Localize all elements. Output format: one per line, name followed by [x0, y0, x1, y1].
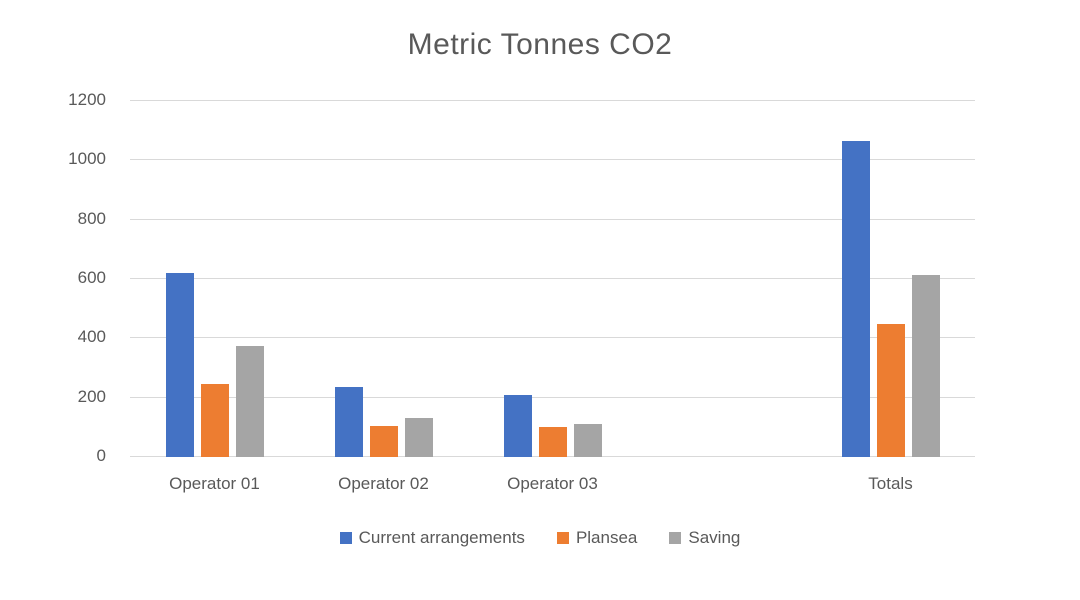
bar-group-operator-02: [299, 101, 468, 457]
bar-current-arrangements-operator-02: [334, 387, 363, 457]
y-tick-label-600: 600: [77, 268, 106, 287]
x-category-label-operator-02: Operator 02: [338, 474, 429, 493]
bar-plansea-totals: [876, 323, 905, 457]
x-category-label-totals: Totals: [868, 474, 913, 493]
legend-item-current-arrangements: Current arrangements: [339, 528, 525, 548]
bar-plansea-operator-01: [200, 384, 229, 457]
y-tick-label-1000: 1000: [68, 149, 106, 169]
gridline-400: [130, 337, 975, 339]
bar-current-arrangements-totals: [841, 141, 870, 457]
bar-current-arrangements-operator-01: [165, 273, 194, 457]
y-axis: 0 200 400 600 800 1000 1200: [30, 91, 106, 465]
bar-plansea-operator-03: [538, 427, 567, 457]
legend-swatch-icon: [669, 532, 682, 544]
bar-saving-operator-01: [235, 345, 264, 457]
y-tick-label-200: 200: [77, 386, 106, 406]
legend-label: Current arrangements: [358, 528, 525, 547]
legend: Current arrangements Plansea Saving: [0, 528, 1080, 548]
plot-area: [130, 100, 975, 457]
gridline-600: [130, 278, 975, 279]
legend-item-plansea: Plansea: [556, 528, 638, 548]
gridline-200: [130, 396, 975, 398]
bar-saving-operator-02: [404, 418, 433, 457]
bar-group-operator-01: [130, 101, 299, 457]
legend-swatch-icon: [556, 532, 569, 544]
y-tick-label-1200: 1200: [68, 90, 106, 109]
y-tick-label-800: 800: [77, 208, 106, 228]
legend-label: Saving: [688, 528, 741, 547]
legend-swatch-icon: [339, 532, 352, 544]
bar-group-operator-03: [468, 101, 637, 457]
x-category-label-operator-03: Operator 03: [507, 474, 598, 493]
gridline-1000: [130, 159, 975, 161]
legend-label: Plansea: [575, 528, 638, 547]
legend-item-saving: Saving: [669, 528, 740, 548]
x-axis: Operator 01 Operator 02 Operator 03 Totals: [130, 471, 975, 497]
bar-plansea-operator-02: [369, 425, 398, 457]
y-tick-label-0: 0: [96, 446, 106, 465]
bar-saving-totals: [911, 274, 940, 457]
y-tick-label-400: 400: [77, 327, 106, 347]
bar-current-arrangements-operator-03: [503, 394, 532, 457]
gridline-1200: [130, 100, 975, 101]
chart-title: Metric Tonnes CO2: [407, 28, 673, 61]
x-category-label-operator-01: Operator 01: [169, 474, 260, 493]
bar-group-totals: [806, 101, 975, 457]
gridline-800: [130, 218, 975, 220]
bar-saving-operator-03: [573, 424, 602, 457]
